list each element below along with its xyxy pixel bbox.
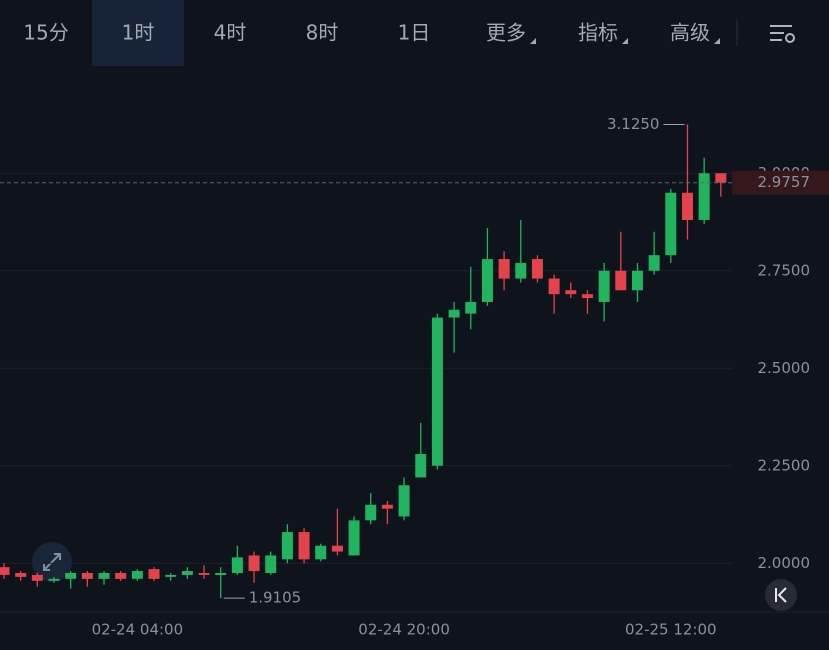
candle-body (415, 454, 427, 478)
candle-body (115, 573, 127, 579)
candle-body (531, 259, 543, 279)
x-tick-label: 02-25 12:00 (625, 621, 717, 639)
candle-body (365, 504, 377, 521)
last-price-box (732, 170, 829, 195)
settings-icon[interactable] (770, 25, 795, 43)
candle-body (348, 520, 360, 556)
candle-body (715, 173, 727, 183)
candle-body (698, 173, 710, 221)
y-tick-label: 2.7500 (758, 261, 811, 279)
candle-body (298, 532, 310, 560)
x-tick-label: 02-24 04:00 (92, 621, 184, 639)
dropdown-caret (622, 38, 628, 44)
candle-body (615, 270, 627, 291)
y-tick-label: 2.2500 (758, 456, 811, 474)
candle-body (598, 270, 610, 302)
candle-body (648, 255, 660, 271)
candle-body (31, 574, 43, 581)
tab[interactable]: 4时 (214, 21, 247, 45)
candle-body (131, 571, 143, 579)
candle-body (448, 309, 460, 318)
high-label: 3.1250 (607, 115, 660, 133)
last-price-label: 2.9757 (758, 173, 811, 191)
y-tick-label: 2.5000 (758, 359, 811, 377)
candle-body (631, 270, 643, 291)
tab[interactable]: 更多 (486, 21, 526, 45)
expand-button[interactable] (32, 542, 72, 582)
candle-body (0, 567, 10, 575)
candle-body (48, 578, 60, 581)
candle-body (165, 574, 177, 577)
low-label: 1.9105 (249, 589, 302, 607)
candle-body (231, 557, 243, 573)
x-tick-label: 02-24 20:00 (358, 621, 450, 639)
dropdown-caret (530, 38, 536, 44)
candle-body (581, 294, 593, 299)
candle-body (148, 569, 160, 579)
candle-body (498, 259, 510, 279)
tab[interactable]: 15分 (23, 21, 68, 45)
tab[interactable]: 指标 (578, 21, 618, 45)
candle-body (281, 532, 293, 560)
tab[interactable]: 8时 (306, 21, 339, 45)
candle-body (481, 259, 493, 302)
candle-body (265, 555, 277, 573)
candle-body (565, 290, 577, 295)
tab[interactable]: 1时 (122, 21, 155, 45)
candle-body (398, 485, 410, 517)
candle-body (215, 573, 227, 575)
candle-body (548, 278, 560, 295)
candle-body (665, 192, 677, 256)
candle-body (515, 262, 527, 279)
candle-body (181, 571, 193, 575)
candle-body (331, 545, 343, 552)
candle-body (381, 504, 393, 509)
candle-body (681, 192, 693, 221)
candle-body (248, 555, 260, 572)
candle-body (198, 573, 210, 575)
candle-body (15, 573, 27, 577)
candle-body (98, 573, 110, 579)
candle-body (431, 317, 443, 466)
tab[interactable]: 1日 (398, 21, 431, 45)
tab[interactable]: 高级 (670, 21, 710, 45)
candle-body (81, 573, 93, 579)
candle-body (465, 301, 477, 314)
active-tab-bg (92, 0, 184, 66)
candle-body (65, 573, 77, 579)
dropdown-caret (714, 38, 720, 44)
y-tick-label: 2.0000 (758, 554, 811, 572)
candle-body (315, 545, 327, 560)
scroll-latest-button[interactable] (765, 579, 797, 611)
